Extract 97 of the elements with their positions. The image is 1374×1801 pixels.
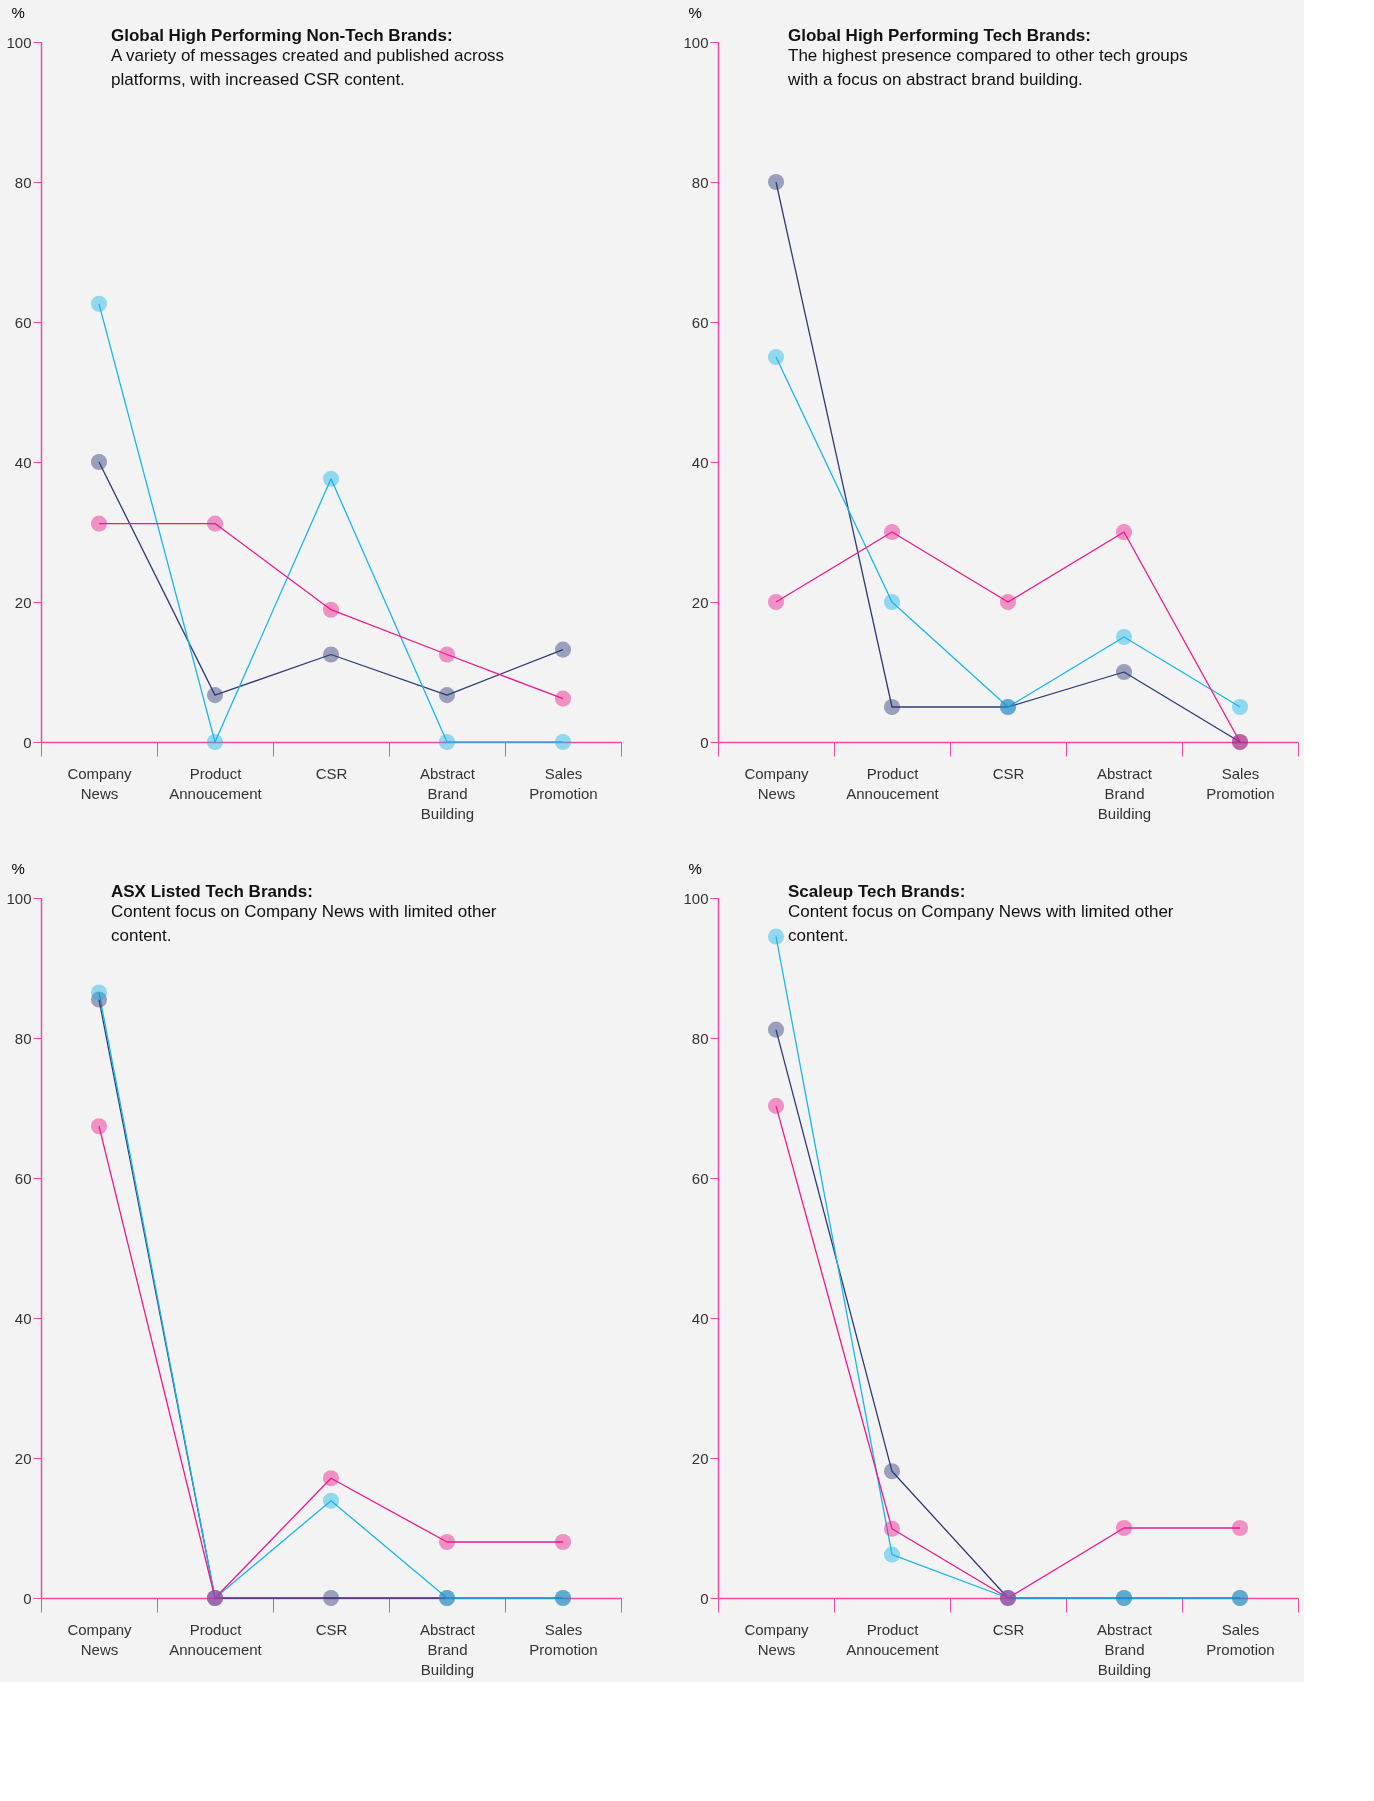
point: [883, 523, 901, 541]
x-tick-label: Product Annoucement: [169, 1620, 263, 1658]
point: [767, 348, 785, 366]
x-tick-label: Company News: [67, 1620, 133, 1658]
x-tick-label: Company News: [744, 764, 810, 802]
point: [999, 593, 1017, 611]
text: Content focus on Company News with limited other content.: [788, 902, 1174, 945]
point: [90, 295, 108, 312]
point: [322, 646, 340, 663]
point: [767, 1021, 785, 1038]
y-tick-label: 100: [6, 33, 32, 51]
point: [438, 1533, 456, 1551]
x-tick-label: Sales Promotion: [1206, 764, 1275, 802]
point: [322, 470, 340, 487]
chart-title: Global High Performing Non-Tech Brands:: [111, 26, 453, 45]
y-tick-label: 60: [14, 313, 32, 331]
point: [554, 1533, 572, 1551]
point: [1115, 663, 1133, 681]
y-tick-label: 60: [691, 313, 709, 331]
text: Content focus on Company News with limited other content.: [111, 902, 497, 945]
point: [90, 1118, 108, 1135]
x-tick-label: Company News: [744, 1620, 810, 1658]
y-tick-label: 0: [23, 733, 32, 751]
y-tick-label: 80: [14, 1029, 32, 1047]
x-tick-label: Product Annoucement: [846, 1620, 940, 1658]
x-tick-label: CSR: [315, 1620, 348, 1638]
y-tick-label: 40: [691, 453, 709, 471]
y-tick-label: 20: [14, 1449, 32, 1467]
y-tick-label: 100: [6, 889, 32, 907]
x-tick-label: Product Annoucement: [169, 764, 263, 802]
y-tick-label: 100: [683, 889, 709, 907]
y-tick-label: 60: [14, 1169, 32, 1187]
y-tick-label: 20: [691, 1449, 709, 1467]
point: [206, 687, 224, 704]
point: [322, 1492, 340, 1509]
x-tick-label: Company News: [67, 764, 133, 802]
point: [1115, 523, 1133, 541]
y-tick-label: 40: [14, 1309, 32, 1327]
x-tick-label: Sales Promotion: [529, 1620, 598, 1658]
y-tick-label: 80: [691, 173, 709, 191]
chart-title: ASX Listed Tech Brands:: [111, 882, 313, 901]
point: [883, 698, 901, 716]
point: [767, 1097, 785, 1114]
text: The highest presence compared to other tech groups with a focus on abstract brand building.: [787, 46, 1188, 89]
y-tick-label: 80: [691, 1029, 709, 1047]
y-tick-label: 20: [691, 593, 709, 611]
y-tick-label: 40: [691, 1309, 709, 1327]
point: [1115, 628, 1133, 646]
point: [883, 1546, 901, 1563]
y-tick-label: 100: [683, 33, 709, 51]
x-tick-label: Sales Promotion: [1206, 1620, 1275, 1658]
point: [90, 984, 108, 1001]
x-tick-label: CSR: [315, 764, 348, 782]
point: [1231, 698, 1249, 716]
point: [767, 928, 785, 945]
x-tick-label: Product Annoucement: [846, 764, 940, 802]
point: [767, 593, 785, 611]
point: [883, 593, 901, 611]
point: [1115, 1519, 1133, 1537]
point: [322, 1470, 340, 1487]
point: [554, 641, 572, 658]
x-tick-label: Abstract Brand Building: [1096, 764, 1153, 822]
point: [883, 1463, 901, 1480]
x-tick-label: Abstract Brand Building: [1096, 1620, 1153, 1678]
point: [90, 515, 108, 532]
y-axis-title: %: [688, 859, 702, 877]
point: [322, 601, 340, 618]
point: [438, 687, 456, 704]
point: [438, 646, 456, 663]
y-axis-title: %: [11, 3, 25, 21]
point: [90, 453, 108, 471]
point: [554, 733, 572, 751]
y-tick-label: 20: [14, 593, 32, 611]
y-tick-label: 0: [700, 1589, 709, 1607]
chart-title: Scaleup Tech Brands:: [788, 882, 966, 901]
y-axis-title: %: [11, 859, 25, 877]
text: A variety of messages created and published across platforms, with increased CSR content.: [111, 46, 505, 89]
x-tick-label: CSR: [992, 1620, 1025, 1638]
x-tick-label: Abstract Brand Building: [419, 1620, 476, 1678]
x-tick-label: CSR: [992, 764, 1025, 782]
point: [1231, 1519, 1249, 1537]
y-tick-label: 0: [700, 733, 709, 751]
y-tick-label: 80: [14, 173, 32, 191]
y-tick-label: 60: [691, 1169, 709, 1187]
point: [206, 515, 224, 532]
point: [767, 173, 785, 191]
y-tick-label: 0: [23, 1589, 32, 1607]
point: [206, 733, 224, 751]
point: [883, 1520, 901, 1537]
x-tick-label: Sales Promotion: [529, 764, 598, 802]
chart-title: Global High Performing Tech Brands:: [788, 26, 1091, 45]
point: [554, 690, 572, 707]
x-tick-label: Abstract Brand Building: [419, 764, 476, 822]
point: [438, 733, 456, 751]
y-axis-title: %: [688, 3, 702, 21]
point: [322, 1589, 340, 1607]
y-tick-label: 40: [14, 453, 32, 471]
